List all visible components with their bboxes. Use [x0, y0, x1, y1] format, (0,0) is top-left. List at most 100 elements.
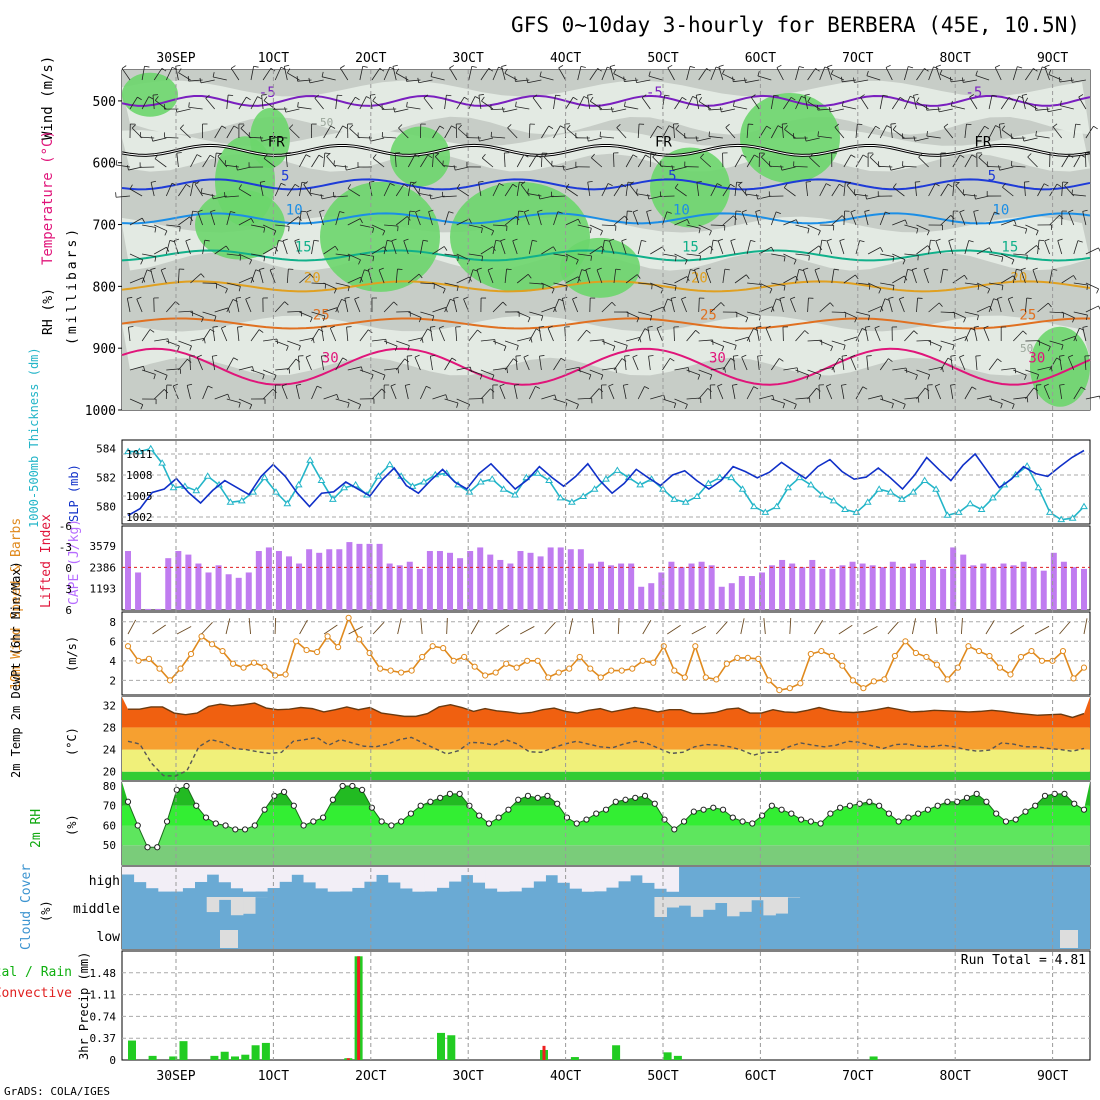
wind-barb [371, 338, 386, 342]
rh-point [788, 810, 795, 817]
cape-bar [1040, 570, 1047, 610]
high-cloud-cell [291, 867, 304, 875]
wind-barb [601, 183, 609, 197]
rh-point [641, 792, 649, 799]
wind-barb-feather [347, 184, 352, 189]
wind-barb [1061, 336, 1076, 342]
wind-barb [636, 79, 651, 84]
thickness-line-point [920, 476, 929, 484]
wind-barb [698, 245, 711, 255]
wind-barb [983, 327, 990, 342]
wind-barb-feather [560, 357, 566, 362]
wind-barb [814, 269, 821, 284]
surface-wind-barb [934, 618, 938, 635]
rh-tick-label: 60 [103, 819, 116, 832]
cape-bar [336, 549, 343, 610]
wind-barb-feather [1042, 66, 1048, 69]
wind-barb [997, 298, 1002, 313]
wind-barb-feather [203, 338, 206, 344]
wind-barb-feather [773, 94, 779, 97]
wind-speed-line-point [1007, 671, 1014, 678]
wind-barb [529, 311, 543, 317]
wind-barb [504, 215, 517, 226]
rh-point [710, 804, 717, 811]
surface-wind-barb [960, 618, 963, 635]
high-cloud-cell [472, 867, 486, 883]
wind-barb-feather [666, 211, 672, 214]
wind-barb-feather [250, 218, 254, 223]
wind-barb [1000, 97, 1010, 110]
wind-barb [142, 253, 156, 258]
wind-barb [274, 67, 282, 81]
wind-barb-feather [445, 394, 448, 400]
wind-barb [487, 269, 494, 284]
rh-point [563, 814, 571, 821]
wind-barb [456, 188, 470, 197]
wind-barb-feather [864, 209, 870, 212]
wind-barb [609, 240, 615, 255]
wind-barb [1025, 68, 1034, 81]
contour-10 [121, 212, 1091, 225]
wind-speed-line-point [335, 644, 342, 651]
wind-speed-line-point [156, 665, 163, 672]
wind-speed-line-point [818, 647, 825, 655]
rh-point [524, 792, 532, 799]
wind-barb-feather [718, 238, 724, 242]
wind-barb [783, 275, 796, 284]
wind-barb [323, 282, 337, 290]
date-tick-bottom: 30SEP [156, 1069, 195, 1084]
wind-barb [164, 136, 179, 139]
wind-barb-feather [913, 136, 916, 142]
surface-wind-barb [617, 617, 620, 635]
wind-barb-feather [551, 288, 555, 294]
wind-barb [259, 182, 264, 197]
wind-barb [250, 369, 265, 375]
wind-barb-feather [326, 152, 331, 157]
cape-bar [889, 561, 896, 610]
wind-barb [432, 125, 441, 139]
wind-barb-feather [581, 269, 587, 272]
wind-barb [795, 66, 800, 81]
wind-barb [274, 183, 282, 197]
wind-barb [916, 369, 930, 376]
wind-barb-feather [717, 383, 723, 387]
wind-barb [392, 66, 397, 81]
thickness-line-point [966, 499, 975, 507]
wind-barb [175, 66, 179, 81]
wind-barb-feather [179, 226, 181, 232]
wind-barb [383, 340, 398, 347]
slp-label-right: SLP (mb) [67, 464, 81, 522]
wind-barb-feather [389, 182, 395, 186]
wind-barb-feather [555, 94, 561, 97]
precip-total-bar [612, 1045, 621, 1060]
wind-barb-feather [1093, 125, 1098, 130]
wind-barb [478, 182, 482, 197]
rh-point [778, 806, 785, 813]
wind-barb-feather [783, 183, 788, 188]
wind-speed-line-point [313, 648, 321, 656]
wind-barb-feather [1071, 189, 1073, 195]
wind-barb [226, 253, 241, 257]
wind-speed-line-point [440, 645, 447, 652]
wind-barb-feather [827, 64, 833, 68]
wind-speed-line-point [902, 638, 909, 645]
thickness-line-point [1068, 514, 1077, 521]
cape-bar [688, 563, 695, 610]
wind-barb-feather [588, 374, 592, 380]
wind-barb [309, 79, 324, 84]
wind-barb-feather [149, 329, 155, 333]
wind-barb-feather [935, 238, 941, 242]
wind-barb [558, 67, 566, 81]
surface-wind-barb [201, 622, 213, 635]
cape-bar [728, 583, 735, 610]
cape-bar [698, 561, 705, 610]
wind-barb-feather [959, 209, 965, 213]
wind-barb [1049, 214, 1060, 226]
cape-bar [738, 576, 745, 610]
thickness-line-point [693, 492, 701, 499]
wind-barb [190, 154, 198, 168]
wind-barb [561, 298, 566, 313]
wind-barb-feather [348, 255, 350, 261]
wind-barb-feather [379, 68, 385, 72]
wind-barb [513, 385, 518, 400]
